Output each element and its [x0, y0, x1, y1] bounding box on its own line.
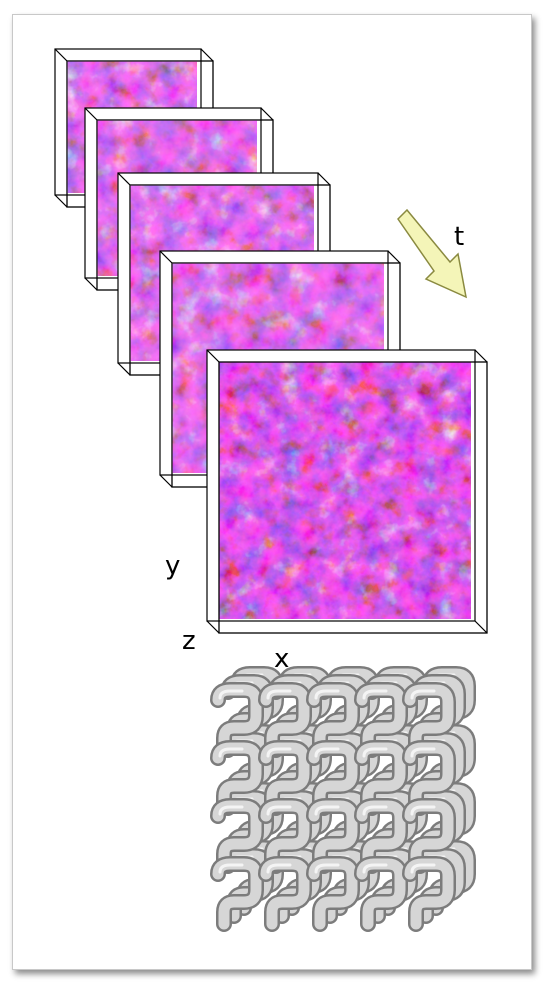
- lattice-tube-shine: [314, 747, 340, 758]
- lattice-tube-shine: [314, 689, 340, 700]
- lattice-tube-shine: [266, 689, 292, 700]
- time-axis-label: t: [454, 222, 464, 252]
- lattice-tube-shine: [266, 805, 292, 816]
- lattice-tube-shine: [410, 863, 436, 874]
- lattice-tube-shine: [314, 863, 340, 874]
- lattice-tube-shine: [266, 863, 292, 874]
- lattice-tube-shine: [218, 805, 244, 816]
- lattice-tube-shine: [218, 863, 244, 874]
- gyroid-lattice-render: [210, 666, 476, 932]
- lattice-tube-shine: [362, 805, 388, 816]
- lattice-tube-shine: [410, 747, 436, 758]
- volume-frame: [206, 349, 488, 634]
- x-axis-label: x: [274, 644, 289, 674]
- z-axis-label: z: [182, 626, 196, 656]
- lattice-tube-shine: [266, 747, 292, 758]
- lattice-tube-shine: [218, 747, 244, 758]
- lattice-tube-shine: [362, 863, 388, 874]
- y-axis-label: y: [165, 551, 180, 581]
- lattice-tube-shine: [362, 689, 388, 700]
- lattice-tube-shine: [314, 805, 340, 816]
- lattice-tube-shine: [362, 747, 388, 758]
- lattice-tube-shine: [218, 689, 244, 700]
- time-arrow: [397, 208, 467, 299]
- lattice-tube-shine: [410, 689, 436, 700]
- lattice-tube-shine: [410, 805, 436, 816]
- volume-frames: [54, 48, 488, 634]
